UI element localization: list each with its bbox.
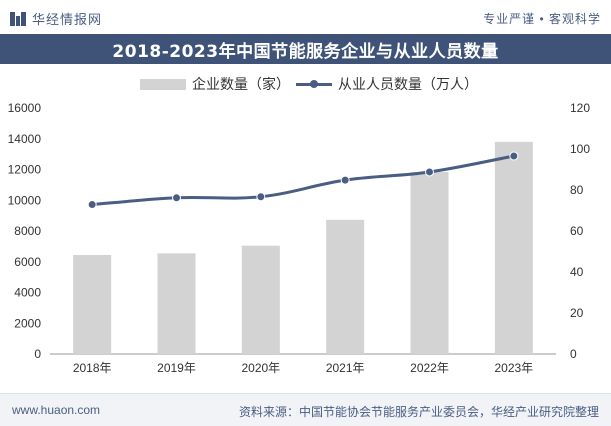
bar-enterprises-3[interactable]: [241, 245, 280, 354]
right-axis-tick-label: 80: [570, 183, 584, 197]
x-axis-label: 2023年: [494, 361, 533, 375]
employees-point-5[interactable]: [425, 167, 434, 177]
bar-enterprises-2[interactable]: [157, 253, 196, 354]
right-axis-tick-label: 100: [570, 142, 590, 156]
left-axis-tick-label: 14000: [8, 132, 42, 146]
employees-line: [92, 154, 515, 207]
left-axis-ticks: 0 2000 4000 6000 8000 10000 12000 14000 16000: [8, 101, 42, 361]
right-axis-tick-label: 120: [570, 101, 590, 115]
legend: 企业数量（家） 从业人员数量（万人）: [0, 70, 611, 96]
chart-title: 2018-2023年中国节能服务企业与从业人员数量: [112, 41, 499, 62]
legend-item-employees[interactable]: 从业人员数量（万人）: [296, 74, 478, 94]
bar-enterprises-6[interactable]: [494, 141, 533, 354]
employees-point-6[interactable]: [509, 151, 519, 161]
x-axis-label: 2018年: [73, 361, 112, 375]
footer: www.huaon.com 资料来源：中国节能协会节能服务产业委员会，华经产业研…: [0, 393, 611, 426]
right-axis-tick-label: 60: [570, 224, 584, 238]
bar-enterprises-1[interactable]: [73, 255, 112, 354]
x-axis-labels: 2018年 2019年 2020年 2021年 2022年 2023年: [73, 361, 533, 375]
footer-website[interactable]: www.huaon.com: [12, 403, 101, 417]
left-axis-tick-label: 6000: [14, 255, 41, 269]
brand-logo-icon: [10, 11, 26, 26]
brand-name: 华经情报网: [32, 12, 103, 27]
legend-item-enterprises[interactable]: 企业数量（家）: [140, 74, 290, 94]
legend-label-employees: 从业人员数量（万人）: [338, 76, 478, 92]
employees-point-3[interactable]: [256, 192, 266, 202]
employees-point-2[interactable]: [172, 193, 181, 203]
left-axis-tick-label: 8000: [14, 224, 41, 238]
left-axis-tick-label: 10000: [8, 193, 42, 207]
employees-point-1[interactable]: [87, 200, 97, 210]
left-axis-tick-label: 12000: [8, 163, 42, 177]
legend-bar-swatch: [140, 78, 186, 90]
bar-enterprises-4[interactable]: [326, 219, 365, 354]
title-bar: 2018-2023年中国节能服务企业与从业人员数量: [0, 34, 611, 64]
bar-series: [73, 141, 533, 354]
x-axis-label: 2022年: [410, 361, 449, 375]
right-axis-tick-label: 40: [570, 265, 584, 279]
slogan: 专业严谨 • 客观科学: [483, 12, 601, 26]
legend-label-enterprises: 企业数量（家）: [192, 76, 290, 92]
left-axis-tick-label: 2000: [14, 316, 41, 330]
brand-logo[interactable]: 华经情报网: [10, 9, 102, 28]
top-bar: 华经情报网 专业严谨 • 客观科学: [0, 0, 611, 34]
right-axis-tick-label: 0: [570, 347, 577, 361]
left-axis-tick-label: 4000: [14, 286, 41, 300]
line-series: [87, 151, 519, 210]
right-axis-ticks: 0 20 40 60 80 100 120: [570, 101, 590, 361]
footer-source: 资料来源：中国节能协会节能服务产业委员会，华经产业研究院整理: [238, 405, 599, 419]
x-axis-label: 2021年: [326, 361, 365, 375]
bar-enterprises-5[interactable]: [410, 172, 449, 354]
left-axis-tick-label: 0: [34, 347, 41, 361]
right-axis-tick-label: 20: [570, 306, 584, 320]
combo-chart: 0 2000 4000 6000 8000 10000 12000 14000 16000 0 2…: [8, 101, 591, 375]
legend-line-swatch: [296, 77, 332, 91]
employees-point-4[interactable]: [340, 175, 350, 185]
x-axis-label: 2019年: [157, 361, 196, 375]
x-axis-label: 2020年: [241, 361, 280, 375]
left-axis-tick-label: 16000: [8, 101, 42, 115]
